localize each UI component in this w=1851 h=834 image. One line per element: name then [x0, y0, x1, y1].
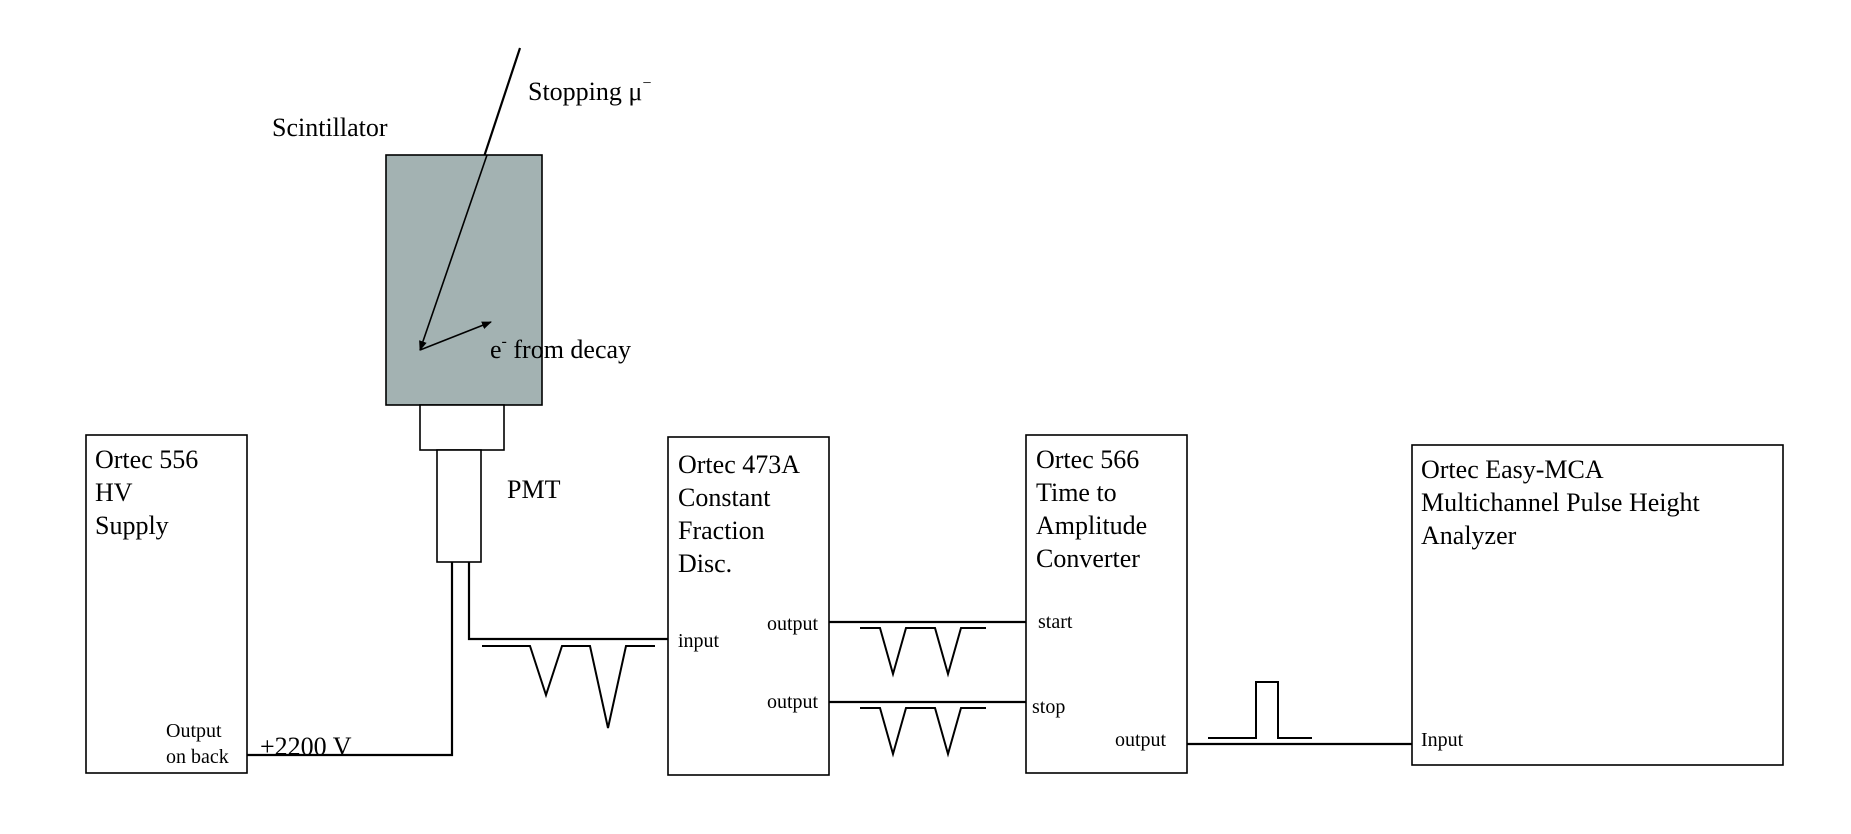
tac-stop-label: stop [1032, 696, 1065, 718]
cfd-output-2-label: output [767, 691, 819, 713]
pmt-label: PMT [507, 475, 561, 504]
stopping-muon-label: Stopping μ− [528, 75, 651, 106]
pmt-signal-pulses [482, 645, 655, 729]
muon-track-inside [419, 154, 488, 351]
decay-electron-label: e- from decay [490, 333, 631, 364]
pmt-base [419, 404, 505, 451]
scintillator-label: Scintillator [272, 113, 388, 142]
hv-cable [247, 562, 454, 757]
hv-output-port-label: Output on back [166, 720, 229, 768]
hv-supply-box [85, 434, 248, 774]
tac-output-label: output [1115, 729, 1167, 751]
mca-input-label: Input [1421, 729, 1464, 751]
voltage-label: +2200 V [260, 732, 352, 761]
tac-box [1025, 434, 1188, 774]
hv-supply-title: Ortec 556 HV Supply [95, 445, 205, 540]
pmt-tube [436, 449, 482, 563]
mca-box [1411, 444, 1784, 766]
cfd-input-label: input [678, 630, 720, 652]
cfd-box [667, 436, 830, 776]
scintillator-block [385, 154, 543, 406]
cfd-title: Ortec 473A Constant Fraction Disc. [678, 450, 805, 578]
tac-title: Ortec 566 Time to Amplitude Converter [1036, 445, 1154, 573]
tac-output-pulse [1208, 681, 1312, 739]
pmt-signal-cable [467, 562, 668, 641]
mca-title: Ortec Easy-MCA Multichannel Pulse Height… [1421, 455, 1706, 550]
start-cable-pulses [860, 627, 986, 678]
tac-start-label: start [1038, 611, 1073, 633]
decay-electron-arrow [419, 321, 492, 351]
stop-cable-pulses [860, 707, 986, 758]
cfd-output-1-label: output [767, 613, 819, 635]
